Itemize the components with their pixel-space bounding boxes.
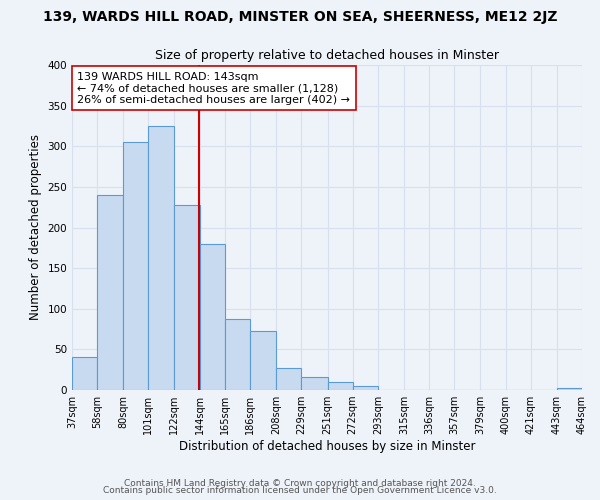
Bar [276, 368, 301, 390]
X-axis label: Distribution of detached houses by size in Minster: Distribution of detached houses by size … [179, 440, 475, 453]
Bar [124, 142, 148, 390]
Bar [328, 382, 353, 390]
Bar [301, 377, 328, 390]
Bar [97, 195, 124, 390]
Text: 139 WARDS HILL ROAD: 143sqm
← 74% of detached houses are smaller (1,128)
26% of : 139 WARDS HILL ROAD: 143sqm ← 74% of det… [77, 72, 350, 104]
Bar [250, 330, 276, 390]
Bar [173, 205, 200, 390]
Bar [200, 244, 225, 390]
Text: Contains public sector information licensed under the Open Government Licence v3: Contains public sector information licen… [103, 486, 497, 495]
Bar [148, 126, 173, 390]
Y-axis label: Number of detached properties: Number of detached properties [29, 134, 42, 320]
Bar [557, 388, 582, 390]
Text: 139, WARDS HILL ROAD, MINSTER ON SEA, SHEERNESS, ME12 2JZ: 139, WARDS HILL ROAD, MINSTER ON SEA, SH… [43, 10, 557, 24]
Title: Size of property relative to detached houses in Minster: Size of property relative to detached ho… [155, 50, 499, 62]
Bar [353, 386, 378, 390]
Text: Contains HM Land Registry data © Crown copyright and database right 2024.: Contains HM Land Registry data © Crown c… [124, 478, 476, 488]
Bar [225, 318, 250, 390]
Bar [72, 356, 97, 390]
